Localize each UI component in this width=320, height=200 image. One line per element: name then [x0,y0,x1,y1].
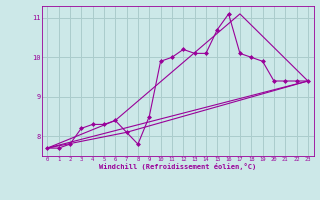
X-axis label: Windchill (Refroidissement éolien,°C): Windchill (Refroidissement éolien,°C) [99,163,256,170]
